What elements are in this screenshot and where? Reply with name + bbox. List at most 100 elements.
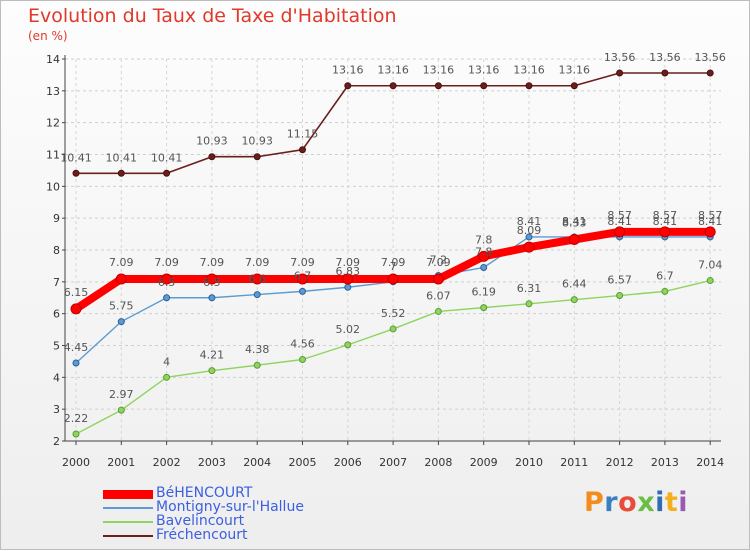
x-tick-label: 2013: [651, 456, 679, 469]
legend-swatch: [103, 535, 153, 537]
legend-item: BéHENCOURT: [103, 485, 343, 501]
data-label: 7.2: [430, 253, 448, 266]
data-label: 10.93: [241, 135, 273, 148]
logo-letter: i: [678, 487, 689, 518]
data-label: 7.09: [109, 256, 134, 269]
data-label: 8.57: [607, 209, 632, 222]
legend-item: Montigny-sur-l'Hallue: [103, 499, 343, 515]
data-point: [661, 69, 669, 77]
series-layer: [70, 69, 716, 438]
data-label: 8.41: [517, 215, 542, 228]
legend-label: BéHENCOURT: [156, 485, 253, 501]
legend-swatch: [103, 507, 153, 509]
legend-label: Montigny-sur-l'Hallue: [156, 499, 304, 515]
logo-letter: o: [618, 487, 638, 518]
data-point: [299, 356, 306, 364]
data-label: 7.8: [475, 246, 493, 259]
data-point: [299, 146, 306, 154]
data-label: 10.41: [60, 151, 92, 164]
data-point: [480, 264, 488, 272]
data-point: [117, 318, 125, 326]
data-label: 8.57: [698, 209, 723, 222]
data-point: [72, 359, 80, 367]
data-point: [117, 169, 125, 177]
logo-letter: t: [664, 487, 679, 518]
y-tick-label: 13: [46, 85, 60, 98]
data-point: [251, 273, 263, 285]
x-tick-label: 2002: [153, 456, 181, 469]
x-tick-label: 2014: [696, 456, 724, 469]
data-point: [208, 367, 216, 375]
data-point: [568, 233, 580, 245]
data-point: [253, 361, 261, 369]
chart-title: Evolution du Taux de Taxe d'Habitation: [28, 5, 397, 27]
data-label: 7.09: [245, 256, 270, 269]
data-label: 8.41: [562, 215, 587, 228]
data-point: [706, 277, 714, 285]
y-tick-label: 11: [46, 149, 60, 162]
x-tick-label: 2009: [470, 456, 498, 469]
legend-item: Fréchencourt: [103, 527, 343, 543]
data-label: 13.16: [377, 64, 409, 77]
data-label: 13.16: [423, 64, 455, 77]
y-tick-label: 10: [46, 180, 60, 193]
data-label: 7.09: [381, 256, 406, 269]
data-label: 6.7: [294, 269, 312, 282]
chart-subtitle: (en %): [28, 29, 68, 43]
data-point: [480, 82, 488, 90]
data-label: 11.15: [287, 128, 319, 141]
data-point: [206, 273, 218, 285]
x-tick-label: 2004: [243, 456, 271, 469]
x-tick-label: 2005: [289, 456, 317, 469]
data-label: 5.02: [336, 323, 361, 336]
data-label: 13.56: [604, 51, 636, 64]
legend-swatch: [103, 489, 153, 499]
data-point: [616, 69, 624, 77]
y-tick-label: 9: [53, 212, 60, 225]
axis-layer: 2 3 4 5 6 7 8 9 10 11 12 13 14 2000 2001 2002 2003 2004 20…: [46, 53, 724, 469]
data-label: 4: [163, 355, 170, 368]
logo-letter: P: [584, 487, 605, 518]
data-point: [163, 373, 171, 381]
grid-layer: [65, 58, 721, 441]
logo-letter: r: [604, 487, 619, 518]
data-label: 4.56: [290, 338, 315, 351]
data-label: 5.75: [109, 300, 134, 313]
data-point: [389, 82, 397, 90]
data-point: [297, 273, 308, 285]
data-point: [163, 294, 171, 302]
data-label: 7.8: [475, 233, 493, 246]
y-tick-label: 12: [46, 117, 60, 130]
data-point: [389, 325, 397, 333]
data-point: [478, 250, 490, 262]
data-point: [570, 296, 578, 304]
x-tick-label: 2006: [334, 456, 362, 469]
data-point: [570, 82, 578, 90]
data-point: [299, 287, 306, 295]
data-point: [342, 273, 354, 285]
data-label: 8.41: [698, 215, 723, 228]
data-point: [434, 82, 442, 90]
data-label: 7: [390, 260, 397, 273]
x-tick-label: 2011: [560, 456, 588, 469]
y-tick-label: 4: [53, 371, 60, 384]
data-label: 8.41: [607, 215, 632, 228]
x-tick-label: 2007: [379, 456, 407, 469]
data-point: [434, 307, 442, 315]
data-label: 10.41: [106, 151, 138, 164]
legend-label: Fréchencourt: [156, 527, 248, 543]
y-tick-label: 2: [53, 435, 60, 448]
data-label: 6.07: [426, 289, 451, 302]
x-tick-label: 2000: [62, 456, 90, 469]
x-tick-label: 2003: [198, 456, 226, 469]
x-tick-label: 2010: [515, 456, 543, 469]
data-point: [72, 169, 80, 177]
x-tick-label: 2008: [424, 456, 452, 469]
series-line: [75, 279, 711, 435]
data-point: [480, 304, 488, 312]
y-tick-label: 5: [53, 340, 60, 353]
data-label: 8.41: [653, 215, 678, 228]
data-point: [344, 82, 352, 90]
data-label: 13.16: [332, 64, 364, 77]
